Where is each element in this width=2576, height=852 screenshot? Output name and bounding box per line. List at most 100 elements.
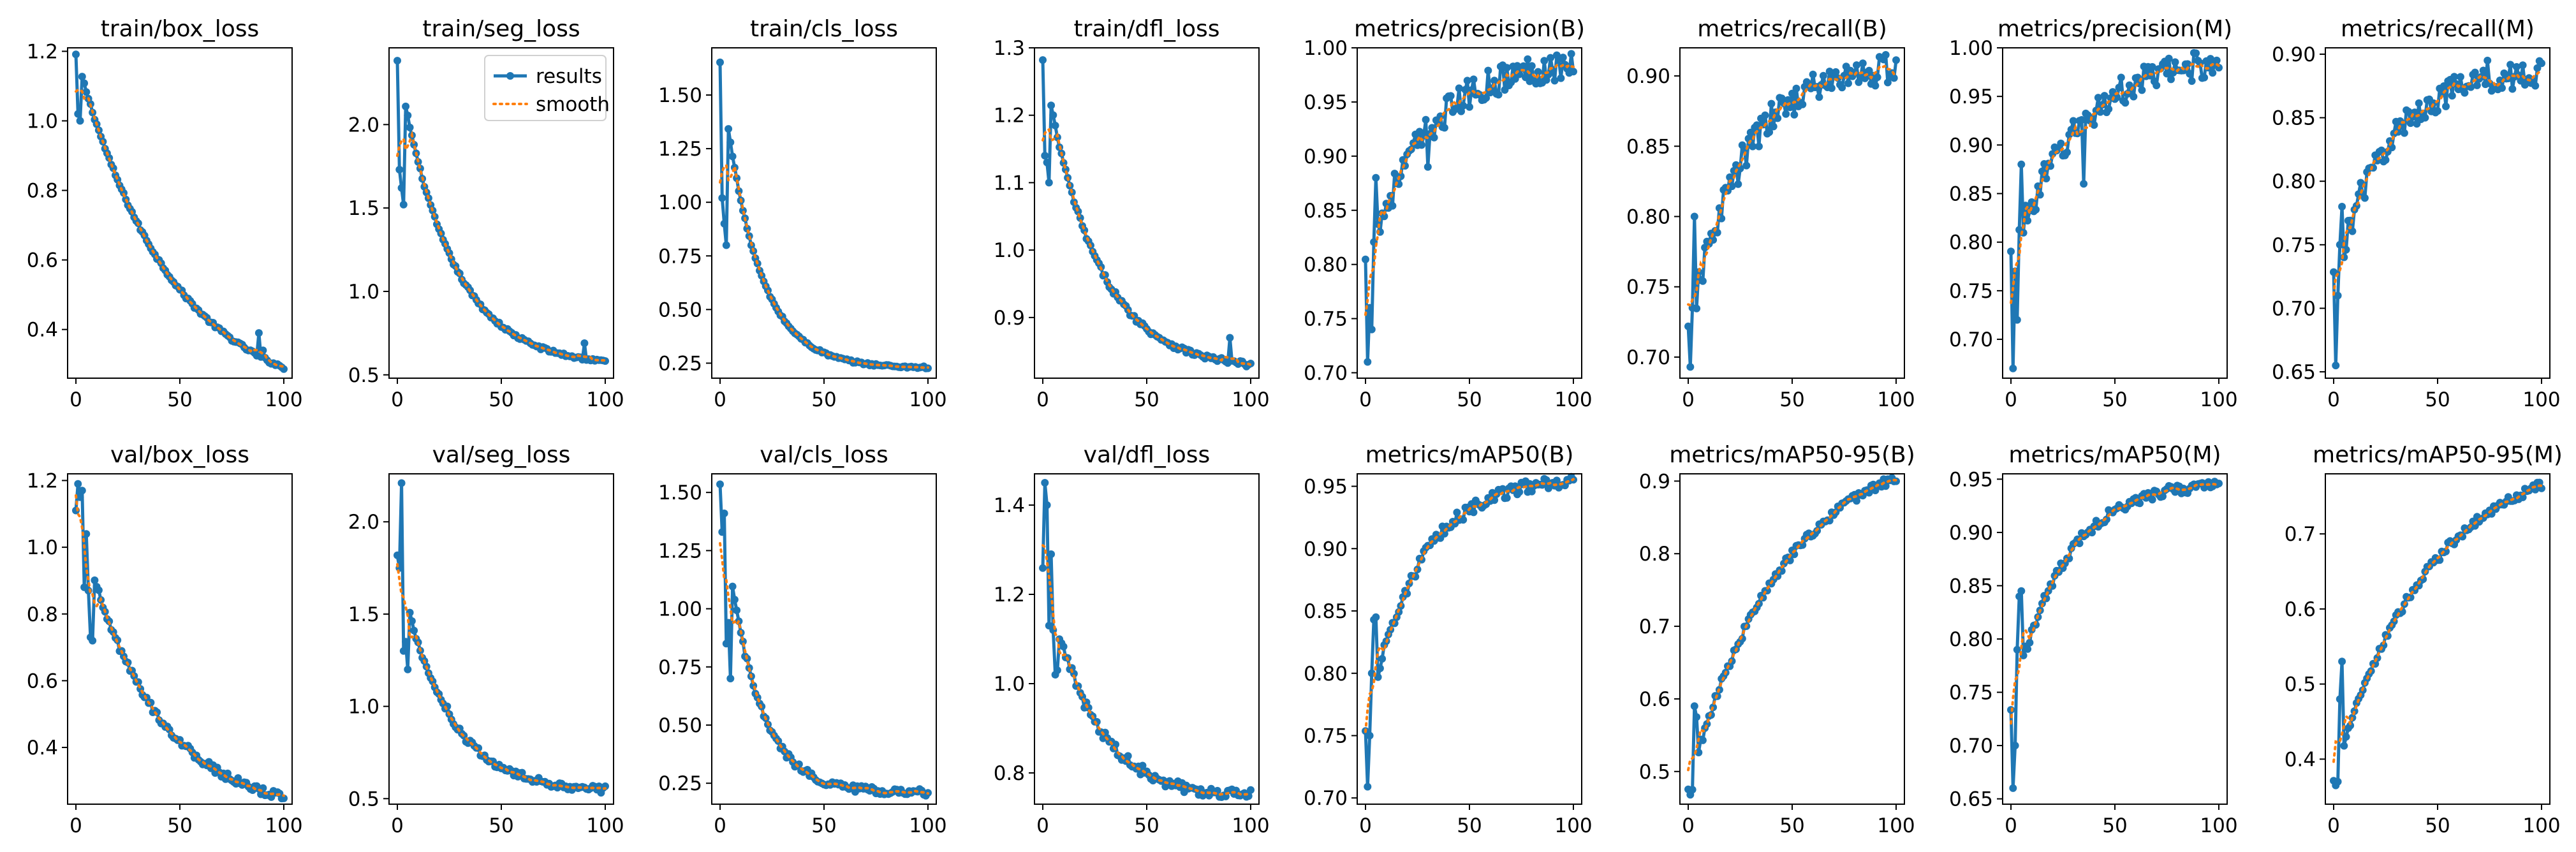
y-tick-label: 0.5 (1639, 761, 1670, 784)
x-tick-label: 100 (2522, 388, 2560, 411)
results-point (1466, 103, 1473, 111)
x-tick-label: 0 (2327, 388, 2340, 411)
results-line (2332, 481, 2543, 788)
y-tick-label: 0.95 (1304, 91, 1348, 114)
results-point (1881, 51, 1890, 59)
panel-val-dfl-loss: val/dfl_loss 0.8 1.0 1.2 1.4 0 50 100 (994, 442, 1270, 837)
results-point (1059, 642, 1068, 650)
panel-title: metrics/precision(M) (1998, 16, 2232, 42)
results-point (1362, 255, 1369, 263)
results-point (475, 744, 483, 752)
panel-title: metrics/mAP50(B) (1365, 442, 1574, 468)
x-tick-label: 100 (1877, 388, 1915, 411)
results-point (402, 102, 410, 110)
panel-title: val/cls_loss (760, 442, 888, 468)
results-point (1112, 740, 1120, 749)
y-tick-label: 0.75 (658, 656, 702, 679)
panel-title: train/box_loss (101, 16, 260, 42)
y-tick-label: 0.90 (1949, 134, 1993, 157)
y-tick-label: 0.80 (1304, 663, 1348, 686)
axes-frame (1357, 473, 1582, 805)
y-tick-label: 0.6 (27, 670, 58, 693)
results-point (1503, 64, 1511, 72)
y-tick-label: 0.5 (348, 364, 379, 387)
results-point (2007, 247, 2015, 256)
results-line (718, 62, 929, 371)
results-point (404, 112, 412, 119)
results-point (2506, 61, 2515, 69)
smooth-line (1041, 544, 1252, 796)
results-point (2340, 742, 2348, 750)
results-point (2094, 94, 2102, 102)
y-tick-label: 0.4 (27, 319, 58, 342)
results-point (1430, 133, 1438, 142)
results-line (2332, 59, 2543, 367)
results-point (2009, 784, 2017, 792)
x-tick-label: 0 (1359, 814, 1372, 837)
y-tick-label: 0.65 (2272, 361, 2316, 384)
results-point (1792, 84, 1800, 92)
results-point (2024, 645, 2032, 653)
panel-val-box-loss: val/box_loss 0.4 0.6 0.8 1.0 1.2 0 50 100 (27, 442, 303, 837)
axes-frame (1679, 473, 1905, 805)
results-point (80, 79, 89, 87)
results-point (716, 58, 724, 66)
results-point (2406, 119, 2415, 128)
results-point (82, 530, 91, 538)
smooth-line (75, 494, 285, 797)
axes-frame (2002, 473, 2228, 805)
x-tick-label: 0 (714, 814, 726, 837)
results-point (91, 576, 99, 584)
y-tick-label: 0.6 (2285, 598, 2316, 621)
y-tick-label: 1.2 (27, 469, 58, 492)
y-tick-label: 0.8 (994, 762, 1025, 785)
results-point (2032, 205, 2040, 214)
panel-train-box-loss: train/box_loss 0.4 0.6 0.8 1.0 1.2 0 50 100 (27, 16, 303, 411)
results-point (1499, 485, 1507, 493)
results-point (1784, 96, 1792, 104)
results-point (2130, 92, 2138, 101)
y-tick-label: 0.70 (1949, 328, 1993, 351)
results-point (2473, 81, 2481, 89)
results-point (76, 117, 84, 125)
results-point (1365, 731, 1374, 740)
results-point (2538, 59, 2545, 68)
results-point (1124, 752, 1132, 760)
results-point (1490, 77, 1499, 85)
x-tick-label: 100 (586, 388, 624, 411)
results-point (2434, 107, 2441, 115)
results-point (730, 596, 739, 604)
y-tick-label: 0.4 (2285, 748, 2316, 771)
x-tick-label: 100 (2200, 814, 2237, 837)
results-point (410, 626, 418, 635)
x-tick-label: 0 (1682, 388, 1695, 411)
results-point (2075, 540, 2084, 547)
y-tick-label: 0.80 (1949, 628, 1993, 651)
panel-train-cls-loss: train/cls_loss 0.25 0.50 0.75 1.00 1.25 1.50 0 5… (658, 16, 947, 411)
panel-title: train/dfl_loss (1074, 16, 1220, 42)
x-tick-label: 50 (1457, 814, 1482, 837)
y-tick-label: 0.85 (1949, 183, 1993, 206)
y-tick-label: 1.25 (658, 138, 702, 161)
results-point (2200, 73, 2209, 82)
axes-frame (67, 47, 293, 379)
results-point (2080, 180, 2088, 188)
y-tick-label: 1.00 (658, 191, 702, 214)
y-tick-label: 0.6 (1639, 688, 1670, 711)
results-point (2535, 478, 2543, 487)
results-point (1226, 334, 1234, 342)
results-point (733, 606, 741, 614)
results-point (1693, 304, 1701, 312)
y-tick-label: 0.90 (2272, 43, 2316, 66)
x-tick-label: 0 (70, 814, 82, 837)
legend: results smooth (484, 55, 610, 121)
results-point (726, 675, 735, 682)
x-tick-label: 50 (489, 814, 513, 837)
results-point (1853, 497, 1860, 505)
results-point (2069, 117, 2077, 125)
results-point (1892, 56, 1900, 64)
results-point (2026, 638, 2034, 647)
results-point (1873, 73, 1881, 82)
results-point (2479, 66, 2487, 75)
panel-metrics-map50-m: metrics/mAP50(M) 0.65 0.70 0.75 0.80 0.85 0.90… (1949, 442, 2238, 837)
